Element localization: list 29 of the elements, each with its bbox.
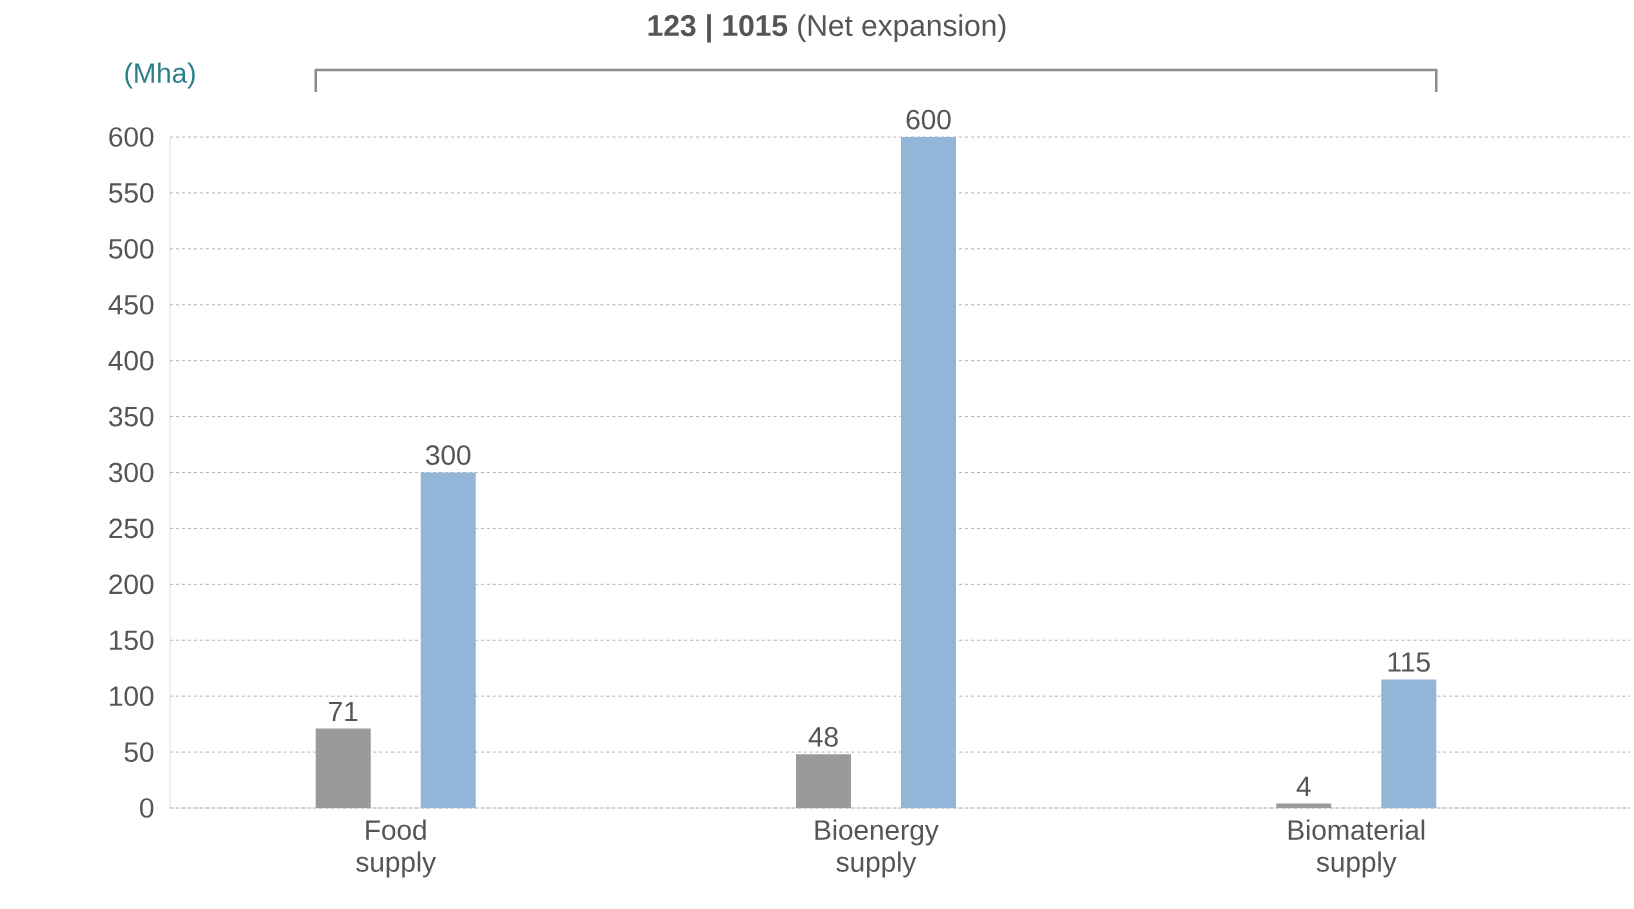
y-tick-label: 150 [110, 630, 154, 651]
y-tick-label: 200 [109, 574, 154, 595]
data-label: 4 [1296, 776, 1311, 797]
y-tick-label: 250 [109, 518, 154, 539]
bar [796, 754, 852, 808]
y-tick-label: 400 [108, 350, 154, 371]
bar [315, 728, 371, 808]
data-label: 48 [808, 727, 838, 747]
y-tick-label: 50 [124, 742, 154, 762]
y-tick-label: 550 [109, 183, 154, 203]
data-label: 600 [906, 109, 951, 130]
x-tick-label: Food supply [356, 819, 436, 878]
y-tick-label: 100 [110, 686, 154, 707]
bar [1381, 679, 1437, 808]
data-label: 115 [1388, 652, 1430, 672]
bar [901, 137, 957, 808]
y-tick-label: 0 [140, 798, 154, 818]
y-tick-label: 350 [109, 406, 154, 427]
data-label: 300 [426, 445, 471, 465]
y-tick-label: 600 [109, 127, 154, 147]
bar [420, 472, 476, 808]
y-tick-label: 450 [108, 294, 154, 315]
y-tick-label: 300 [109, 462, 154, 483]
chart-title: 123 | 1015 (Net expansion) [648, 14, 1006, 43]
y-axis-title: (Mha) [125, 62, 195, 89]
x-tick-label: Biomaterial supply [1288, 819, 1425, 878]
data-label: 71 [329, 701, 358, 722]
x-tick-label: Bioenergy supply [815, 819, 939, 878]
y-tick-label: 500 [109, 238, 154, 259]
